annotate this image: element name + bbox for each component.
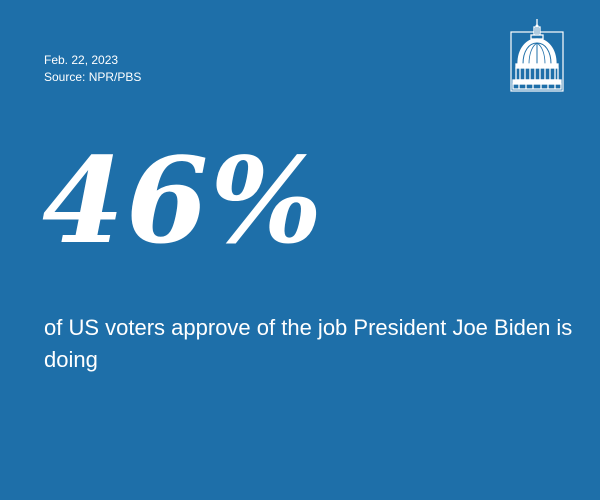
meta-info: Feb. 22, 2023 Source: NPR/PBS: [44, 52, 141, 86]
source-label: Source: NPR/PBS: [44, 70, 142, 84]
capitol-dome-icon: [510, 18, 564, 92]
stat-value: 46%: [42, 131, 325, 270]
stat-description: of US voters approve of the job Presiden…: [44, 315, 573, 372]
date-label: Feb. 22, 2023: [44, 53, 119, 67]
